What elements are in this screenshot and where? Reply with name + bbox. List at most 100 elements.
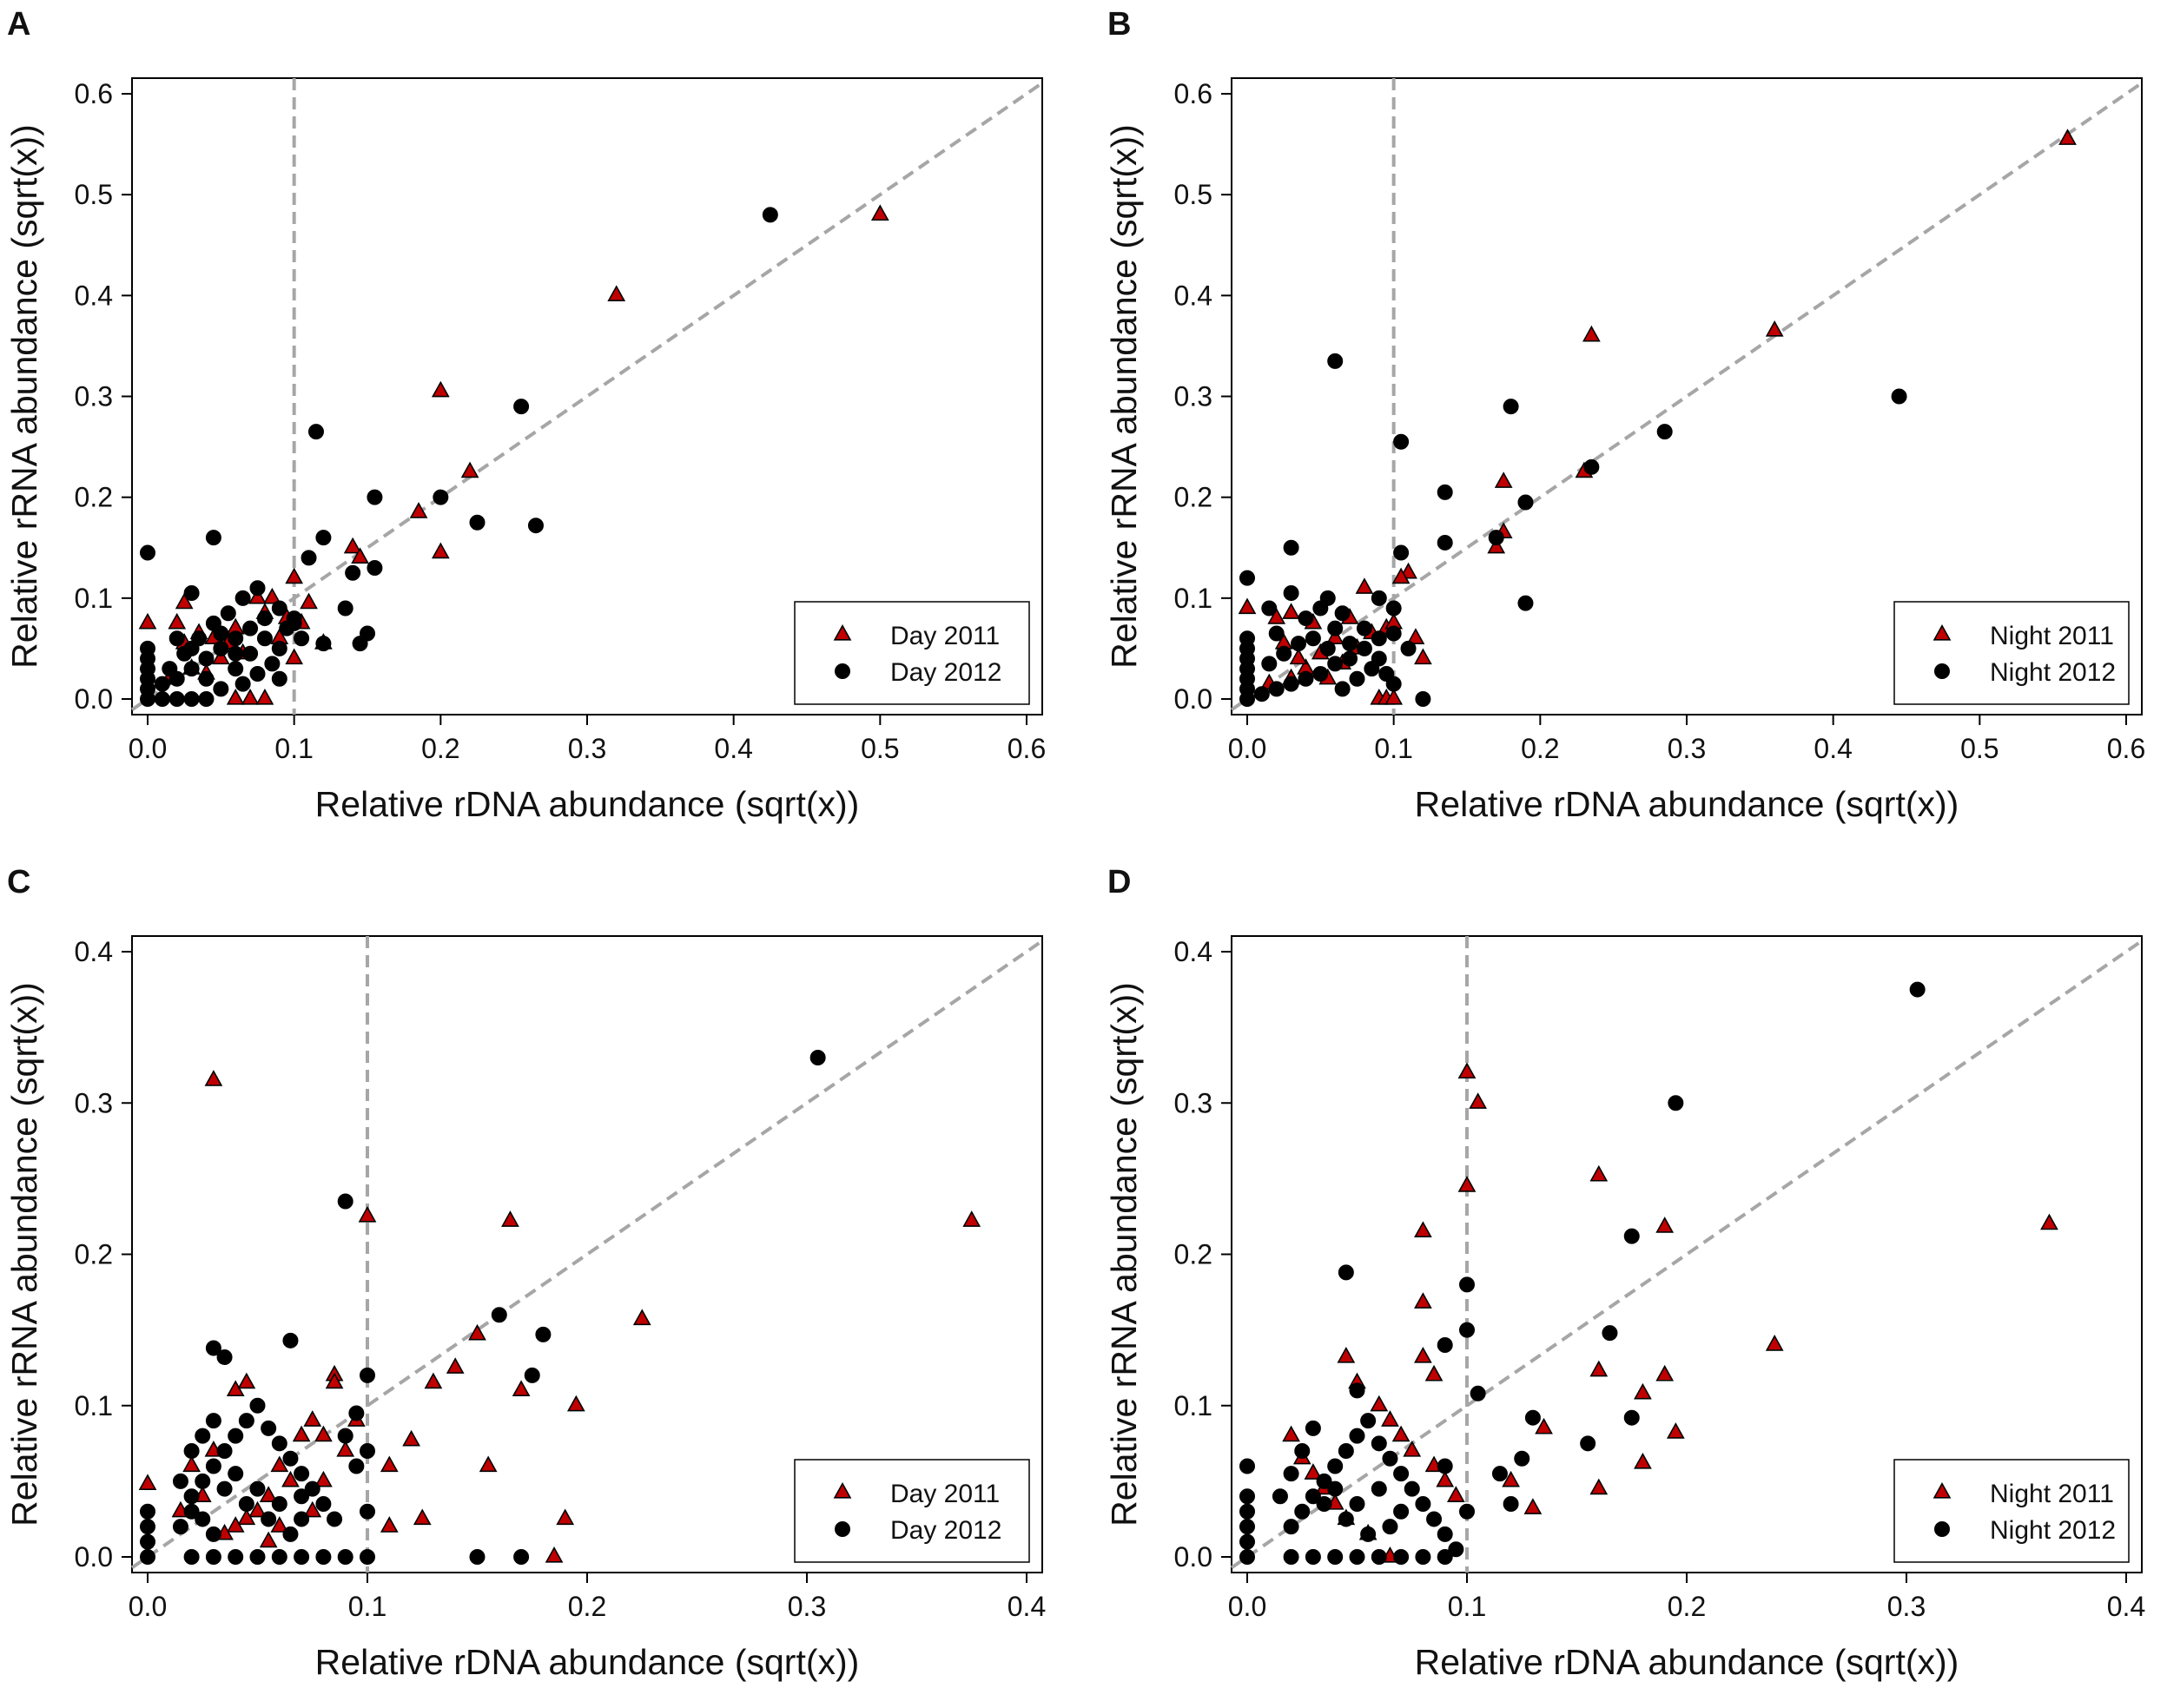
data-point (1239, 1458, 1255, 1474)
data-point (962, 1210, 981, 1227)
data-point (205, 1413, 221, 1429)
data-point (535, 1326, 552, 1342)
data-point (294, 1466, 310, 1482)
y-tick-label: 0.1 (75, 1390, 113, 1421)
data-point (1305, 1488, 1321, 1505)
data-point (1503, 1496, 1519, 1513)
data-point (138, 1474, 157, 1491)
data-point (140, 1503, 155, 1520)
data-point (1312, 665, 1329, 682)
data-point (524, 1367, 540, 1383)
data-point (1338, 1443, 1354, 1460)
data-point (1382, 1450, 1398, 1467)
data-point (367, 559, 383, 576)
legend-label: Night 2012 (1990, 1516, 2116, 1545)
data-point (1327, 1458, 1344, 1474)
y-axis-title: Relative rRNA abundance (sqrt(x)) (4, 982, 44, 1527)
legend-box (1893, 1459, 2130, 1563)
data-point (348, 1458, 365, 1474)
y-tick-label: 0.4 (75, 280, 113, 311)
data-point (1491, 1466, 1508, 1482)
data-point (1503, 399, 1519, 415)
data-point (1602, 1325, 1618, 1342)
data-point (1294, 1503, 1311, 1520)
data-point (1371, 1435, 1387, 1452)
legend-box (1893, 601, 2130, 705)
data-point (469, 514, 486, 531)
data-point (226, 689, 245, 705)
data-point (1261, 656, 1278, 672)
data-point (249, 1480, 266, 1497)
data-point (1371, 630, 1387, 647)
data-point (138, 612, 157, 630)
data-point (1385, 625, 1402, 642)
data-point (1238, 597, 1257, 615)
data-point (213, 625, 229, 642)
panel-c: C 0.0 0.1 0.2 0.3 0.4 0.0 0.1 0.2 0.3 0.4 Relative … (4, 864, 1046, 1682)
panel-letter: D (1107, 864, 1131, 900)
data-point (183, 691, 200, 707)
data-point (282, 1332, 299, 1349)
data-point (242, 620, 259, 636)
data-point (360, 1443, 375, 1460)
data-point (168, 630, 185, 647)
data-point (446, 1357, 465, 1374)
data-point (183, 640, 200, 656)
data-point (380, 1516, 399, 1533)
data-point (469, 1549, 486, 1565)
data-point (1583, 458, 1600, 475)
data-point (1327, 656, 1344, 672)
data-point (1283, 585, 1299, 602)
data-point (360, 1549, 375, 1565)
data-point (1393, 544, 1410, 561)
data-point (460, 461, 479, 478)
data-point (315, 1496, 332, 1513)
data-point (1424, 1364, 1444, 1382)
data-point (1656, 424, 1673, 440)
data-point (271, 670, 287, 687)
data-point (566, 1395, 585, 1412)
data-point (1371, 650, 1387, 667)
data-point (1524, 1409, 1541, 1426)
legend-marker (835, 663, 850, 679)
data-point (182, 1455, 201, 1473)
y-tick-label: 0.0 (1174, 1541, 1212, 1573)
data-point (228, 645, 244, 662)
identity-line (1230, 939, 2144, 1570)
data-point (1325, 628, 1344, 644)
data-point (501, 1210, 519, 1227)
data-point (1382, 1519, 1398, 1535)
data-point (1437, 484, 1453, 500)
data-point (1319, 640, 1336, 656)
data-point (226, 1516, 245, 1533)
data-point (1494, 472, 1513, 488)
data-point (358, 1205, 377, 1223)
data-point (261, 1511, 277, 1527)
x-tick-label: 0.1 (348, 1591, 386, 1622)
data-point (1469, 1092, 1488, 1109)
data-point (1305, 1420, 1321, 1436)
legend: Day 2011 Day 2012 (794, 1459, 1030, 1563)
legend-marker (833, 624, 852, 641)
data-point (1289, 648, 1308, 665)
legend-marker (833, 1482, 852, 1499)
data-point (1239, 691, 1255, 707)
data-point (294, 630, 310, 647)
data-point (256, 630, 273, 647)
data-point (204, 1070, 223, 1086)
data-point (263, 587, 281, 604)
data-point (216, 1480, 233, 1497)
data-point (1446, 1486, 1465, 1502)
data-point (1909, 981, 1926, 998)
data-point (1355, 577, 1374, 594)
data-point (1294, 1443, 1311, 1460)
data-point (1316, 1496, 1332, 1513)
data-point (2040, 1213, 2058, 1230)
data-point (282, 1526, 299, 1542)
data-point (1304, 1463, 1323, 1480)
data-point (1589, 1360, 1609, 1377)
data-point (1623, 1228, 1640, 1244)
data-point (1391, 1425, 1411, 1442)
data-point (285, 648, 304, 665)
panel-letter: A (7, 6, 30, 43)
